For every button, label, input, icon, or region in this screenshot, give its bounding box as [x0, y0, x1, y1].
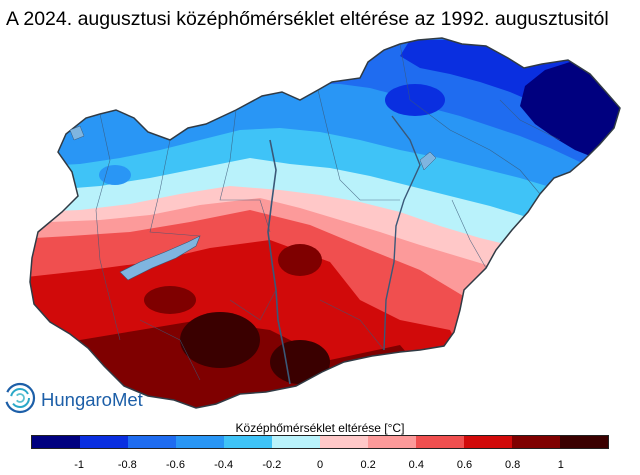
legend-swatch — [128, 436, 176, 448]
tisza-river — [383, 115, 421, 351]
legend-swatch — [560, 436, 608, 448]
legend-swatch — [320, 436, 368, 448]
legend-tick-label: -0.8 — [117, 459, 137, 471]
legend-tick-label: -0.6 — [166, 459, 185, 471]
legend-tick-label: 0 — [316, 459, 324, 471]
legend-swatch — [416, 436, 464, 448]
legend-tick-label: -0.4 — [214, 459, 234, 471]
legend-swatch — [512, 436, 560, 448]
lake-ferto — [69, 125, 85, 141]
legend-swatch — [368, 436, 416, 448]
legend-tick-label: 0.4 — [408, 459, 424, 471]
lake-tisza — [419, 151, 437, 171]
country-border — [29, 37, 621, 409]
lake-balaton — [119, 235, 201, 281]
logo-text: HungaroMet — [41, 389, 143, 410]
hungaromet-swirl-icon — [4, 382, 36, 414]
danube-river — [267, 139, 291, 385]
county-borders — [95, 43, 561, 381]
legend-color-bar — [31, 435, 609, 449]
legend-tick-label: 1 — [557, 459, 564, 471]
legend-swatch — [80, 436, 128, 448]
legend-swatch — [32, 436, 80, 448]
legend-title: Középhőmérséklet eltérése [°C] — [235, 421, 405, 435]
legend-swatch — [176, 436, 224, 448]
legend-tick-label: 0.6 — [456, 459, 473, 471]
legend-swatch — [464, 436, 512, 448]
legend-swatch — [224, 436, 272, 448]
hungaromet-logo: HungaroMet — [2, 378, 162, 422]
map-title: A 2024. augusztusi középhőmérséklet elté… — [6, 8, 609, 30]
legend-tick-label: -0.2 — [262, 459, 282, 471]
legend-tick-label: 0.8 — [505, 459, 521, 471]
legend-swatch — [272, 436, 320, 448]
legend-tick-label: -1 — [74, 459, 85, 471]
legend-tick-label: 0.2 — [360, 459, 376, 471]
